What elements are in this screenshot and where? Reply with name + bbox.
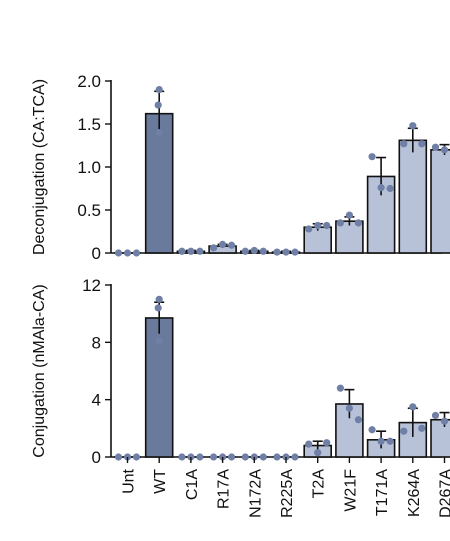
- data-point: [241, 247, 249, 255]
- data-point: [400, 140, 408, 148]
- data-point: [250, 246, 258, 255]
- data-point: [314, 221, 322, 230]
- y-tick-label: 2.0: [77, 72, 101, 91]
- data-point: [210, 453, 218, 461]
- data-point: [273, 453, 281, 461]
- data-point: [368, 426, 376, 434]
- data-point: [386, 437, 394, 445]
- data-point: [345, 404, 353, 412]
- x-tick-label-R17A: R17A: [216, 469, 233, 509]
- data-point: [132, 249, 141, 257]
- data-point: [187, 247, 195, 255]
- y-tick-label: 0: [92, 244, 101, 263]
- bar-WT: [144, 112, 174, 254]
- data-point: [368, 153, 376, 161]
- data-point: [314, 449, 322, 457]
- data-point: [114, 249, 123, 257]
- data-point: [323, 439, 331, 447]
- data-point: [154, 304, 162, 312]
- data-point: [431, 143, 440, 151]
- bar-D267A: [430, 418, 450, 458]
- x-tick-label-K264A: K264A: [406, 469, 423, 517]
- bar-D267A: [430, 149, 450, 254]
- data-point: [282, 248, 290, 256]
- x-tick-label-T2A: T2A: [311, 469, 328, 499]
- data-point: [155, 86, 163, 94]
- y-tick-label: 0.5: [77, 201, 101, 220]
- x-tick-label-N172A: N172A: [247, 469, 264, 518]
- data-point: [196, 247, 204, 255]
- data-point: [178, 453, 186, 461]
- data-point: [155, 295, 163, 303]
- data-point: [354, 219, 362, 227]
- data-point: [154, 101, 162, 109]
- data-point: [336, 219, 344, 227]
- data-point: [228, 241, 236, 249]
- data-point: [291, 248, 299, 256]
- data-point: [259, 247, 267, 255]
- data-point: [354, 416, 362, 424]
- y-axis-title: Conjugation (nMAla-CA): [31, 284, 48, 457]
- deconjugation-panel: 0 0.5 1.0 1.5 2.0 Deconjugation (CA:TCA): [31, 72, 450, 263]
- data-point: [196, 453, 204, 461]
- data-point: [400, 427, 408, 435]
- data-point: [210, 244, 218, 252]
- data-point: [336, 384, 344, 392]
- data-point: [409, 122, 417, 130]
- data-point: [228, 453, 236, 461]
- x-tick-label-WT: WT: [152, 469, 169, 494]
- data-point: [219, 240, 227, 248]
- data-point: [273, 248, 281, 256]
- y-tick-label: 1.5: [77, 115, 101, 134]
- data-point: [155, 337, 163, 345]
- x-axis-category-labels: Unt WT C1A R17A N172A R225A T2A W21F T171A K264A D…: [121, 457, 450, 518]
- data-point: [345, 211, 353, 219]
- conjugation-panel: 0 4 8 12 Conjugation (nMAla-CA): [31, 276, 450, 467]
- data-point: [123, 249, 132, 257]
- data-point: [178, 247, 186, 255]
- data-point: [114, 453, 123, 461]
- data-point: [132, 453, 141, 461]
- data-point: [409, 403, 417, 411]
- x-tick-label-D267A: D267A: [438, 469, 450, 518]
- x-tick-label-W21F: W21F: [342, 469, 359, 512]
- y-tick-label: 12: [82, 276, 101, 295]
- data-point: [305, 225, 313, 233]
- data-point: [431, 411, 440, 420]
- y-tick-label: 1.0: [77, 158, 101, 177]
- data-point: [155, 129, 163, 137]
- y-tick-label: 8: [92, 333, 101, 352]
- data-point: [440, 146, 449, 154]
- y-axis-title: Deconjugation (CA:TCA): [31, 79, 48, 255]
- data-point: [259, 453, 267, 461]
- bar-K264A: [398, 139, 428, 254]
- data-point: [377, 184, 385, 192]
- data-point: [291, 453, 299, 461]
- y-tick-label: 4: [92, 391, 101, 410]
- x-tick-label-Unt: Unt: [121, 468, 138, 493]
- data-point: [440, 417, 449, 425]
- data-point: [377, 437, 385, 445]
- data-point: [418, 424, 426, 432]
- data-point: [323, 221, 331, 230]
- x-tick-label-C1A: C1A: [184, 469, 201, 500]
- y-tick-label: 0: [92, 448, 101, 467]
- x-tick-label-T171A: T171A: [374, 469, 391, 516]
- x-tick-label-R225A: R225A: [279, 469, 296, 518]
- data-point: [418, 140, 426, 148]
- data-point: [386, 184, 394, 193]
- data-point: [305, 440, 313, 448]
- data-point: [241, 453, 249, 461]
